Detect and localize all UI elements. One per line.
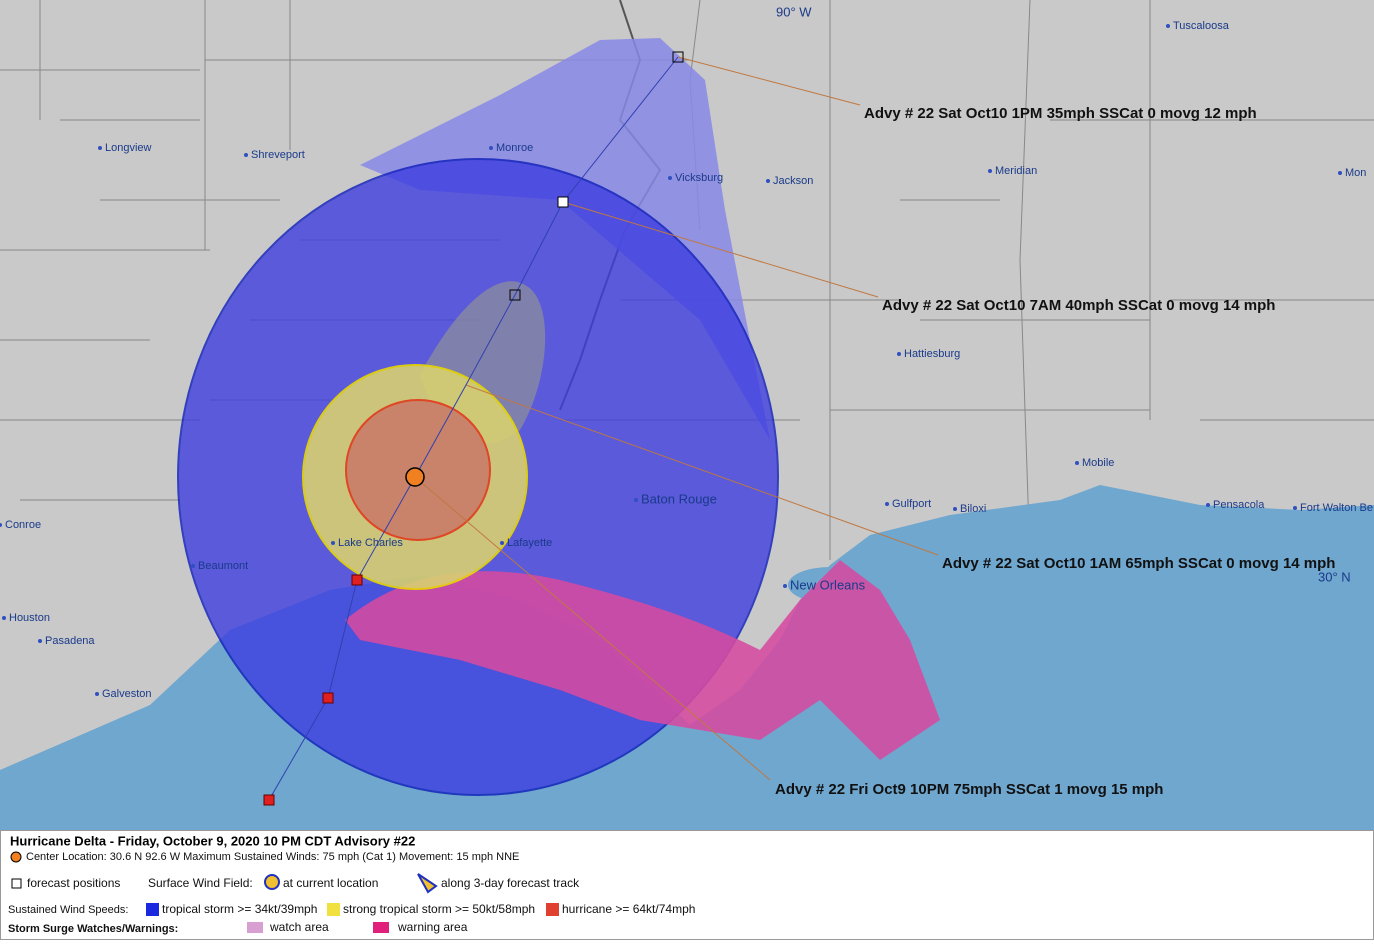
city-dot (2, 616, 6, 620)
legend-text: along 3-day forecast track (441, 876, 580, 890)
legend-forecast-icon (11, 878, 22, 889)
legend-text: warning area (397, 920, 468, 934)
map-shape (562, 201, 879, 298)
city-dot (885, 502, 889, 506)
city-dot (634, 498, 638, 502)
city-label: Pasadena (45, 635, 95, 647)
past-positions (263, 574, 363, 806)
map-shape (414, 476, 771, 781)
map-shape (557, 196, 569, 208)
legend-text: Surface Wind Field: (148, 876, 253, 890)
city-label: Meridian (995, 165, 1037, 177)
legend-center-icon (10, 851, 22, 863)
advisory-label: Advy # 22 Sat Oct10 1AM 65mph SSCat 0 mo… (942, 555, 1335, 572)
city-label: Biloxi (960, 503, 986, 515)
city-dot (1293, 506, 1297, 510)
city-dot (0, 523, 2, 527)
legend-text: Storm Surge Watches/Warnings: (8, 923, 178, 935)
city-label: Gulfport (892, 498, 931, 510)
map-shape (677, 56, 861, 106)
legend-swatch (247, 922, 263, 933)
map-shape (465, 384, 939, 556)
longitude-label: 90° W (776, 4, 812, 19)
city-label: New Orleans (790, 577, 866, 592)
city-label: Galveston (102, 688, 152, 700)
legend-box (0, 830, 1374, 940)
city-dot (98, 146, 102, 150)
city-label: Shreveport (251, 149, 305, 161)
city-label: Tuscaloosa (1173, 20, 1230, 32)
legend-text: hurricane >= 64kt/74mph (562, 902, 695, 916)
city-label: Jackson (773, 175, 813, 187)
city-label: Longview (105, 142, 152, 154)
city-dot (38, 639, 42, 643)
forecast-cone (360, 38, 770, 440)
advisory-label: Advy # 22 Sat Oct10 1PM 35mph SSCat 0 mo… (864, 105, 1257, 122)
map-shape (263, 794, 275, 806)
legend-swatch (146, 903, 159, 916)
city-dot (1206, 503, 1210, 507)
legend-current-icon (264, 874, 280, 890)
city-dot (1075, 461, 1079, 465)
borders (0, 0, 1374, 561)
advisory-label: Advy # 22 Sat Oct10 7AM 40mph SSCat 0 mo… (882, 297, 1275, 314)
city-label: Lake Charles (338, 537, 403, 549)
leader-lines (414, 56, 939, 781)
city-label: Baton Rouge (641, 491, 717, 506)
cities: Tuscaloosa Longview Shreveport Monroe Vicksb… (0, 20, 1373, 700)
forecast-markers (509, 51, 684, 301)
city-label: Lafayette (507, 537, 552, 549)
city-label: Houston (9, 612, 50, 624)
city-dot (489, 146, 493, 150)
city-label: Conroe (5, 519, 41, 531)
map-shape (672, 51, 684, 63)
map-shape (509, 289, 521, 301)
legend-text: strong tropical storm >= 50kt/58mph (343, 902, 535, 916)
city-label: Mon (1345, 167, 1366, 179)
city-dot (897, 352, 901, 356)
city-dot (500, 541, 504, 545)
advisory-label: Advy # 22 Fri Oct9 10PM 75mph SSCat 1 mo… (775, 781, 1163, 798)
city-dot (1338, 171, 1342, 175)
surge-warning-area (345, 560, 940, 760)
city-dot (783, 584, 787, 588)
city-label: Mobile (1082, 457, 1114, 469)
legend-text: tropical storm >= 34kt/39mph (162, 902, 317, 916)
map-shape (322, 692, 334, 704)
legend-swatch (373, 922, 389, 933)
city-label: Vicksburg (675, 172, 723, 184)
map-shape (351, 574, 363, 586)
city-dot (95, 692, 99, 696)
track (268, 56, 679, 801)
city-dot (191, 564, 195, 568)
city-dot (766, 179, 770, 183)
city-dot (244, 153, 248, 157)
city-dot (668, 176, 672, 180)
city-label: Beaumont (198, 560, 248, 572)
latitude-label: 30° N (1318, 569, 1351, 584)
city-dot (1166, 24, 1170, 28)
city-label: Hattiesburg (904, 348, 960, 360)
legend-text: forecast positions (27, 876, 120, 890)
legend-text: at current location (283, 876, 378, 890)
legend-title: Hurricane Delta - Friday, October 9, 202… (10, 833, 415, 848)
city-dot (331, 541, 335, 545)
city-label: Monroe (496, 142, 533, 154)
legend-swatch (327, 903, 340, 916)
legend-track-icon (417, 873, 438, 894)
legend-swatch (546, 903, 559, 916)
city-dot (953, 507, 957, 511)
city-label: Pensacola (1213, 499, 1265, 511)
current-position (405, 467, 425, 487)
city-dot (988, 169, 992, 173)
legend-center: Center Location: 30.6 N 92.6 W Maximum S… (26, 851, 519, 863)
legend-text: watch area (269, 920, 329, 934)
city-label: Fort Walton Be (1300, 502, 1373, 514)
legend-text: Sustained Wind Speeds: (8, 904, 128, 916)
